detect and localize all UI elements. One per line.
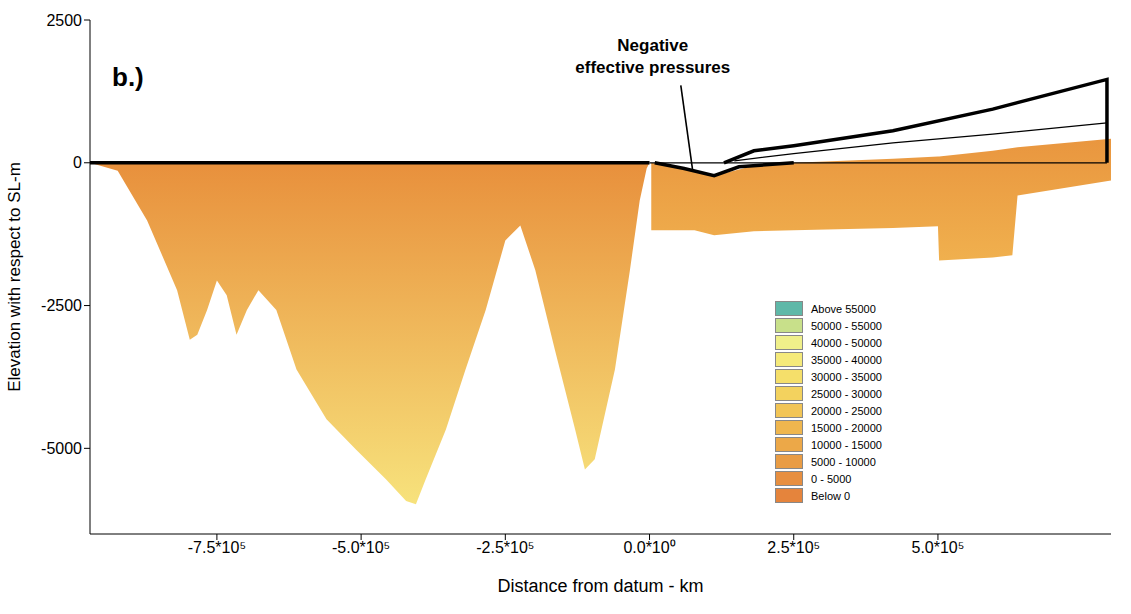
html-text:0 - 5000: 0 - 5000 (811, 472, 852, 485)
html-text:Above 55000: Above 55000 (811, 302, 876, 315)
html-text:10000 - 15000: 10000 - 15000 (811, 438, 882, 451)
html-text:50000 - 55000: 50000 - 55000 (811, 319, 882, 332)
html-text:Below 0: Below 0 (811, 489, 851, 502)
html-text:40000 - 50000: 40000 - 50000 (811, 336, 882, 349)
svg-text:-5.0*10⁵: -5.0*10⁵ (332, 539, 390, 556)
html-text:35000 - 40000: 35000 - 40000 (811, 353, 882, 366)
html-text:5000 - 10000: 5000 - 10000 (811, 455, 876, 468)
svg-text:Elevation with respect to SL-m: Elevation with respect to SL-m (5, 162, 24, 392)
svg-text:2500: 2500 (46, 12, 82, 29)
svg-text:2.5*10⁵: 2.5*10⁵ (767, 539, 820, 556)
svg-text:-2.5*10⁵: -2.5*10⁵ (476, 539, 534, 556)
html-text:15000 - 20000: 15000 - 20000 (811, 421, 882, 434)
svg-text:Negative: Negative (617, 36, 688, 55)
html-text:b.): b.) (112, 62, 144, 92)
html-text:20000 - 25000: 20000 - 25000 (811, 404, 882, 417)
svg-text:Distance from datum - km: Distance from datum - km (497, 576, 703, 596)
svg-text:effective pressures: effective pressures (575, 58, 730, 77)
svg-text:-2500: -2500 (41, 297, 82, 314)
svg-text:-7.5*10⁵: -7.5*10⁵ (188, 539, 246, 556)
html-text:30000 - 35000: 30000 - 35000 (811, 370, 882, 383)
svg-text:5.0*10⁵: 5.0*10⁵ (911, 539, 964, 556)
svg-text:0.0*10⁰: 0.0*10⁰ (623, 539, 675, 556)
svg-text:0: 0 (73, 154, 82, 171)
svg-text:-5000: -5000 (41, 440, 82, 457)
html-text:25000 - 30000: 25000 - 30000 (811, 387, 882, 400)
